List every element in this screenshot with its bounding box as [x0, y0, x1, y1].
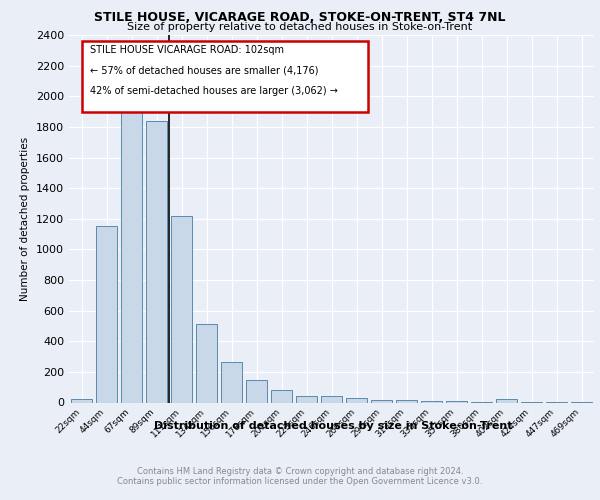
Text: STILE HOUSE, VICARAGE ROAD, STOKE-ON-TRENT, ST4 7NL: STILE HOUSE, VICARAGE ROAD, STOKE-ON-TRE… — [94, 11, 506, 24]
Bar — [346, 398, 367, 402]
Text: Contains public sector information licensed under the Open Government Licence v3: Contains public sector information licen… — [118, 476, 482, 486]
Bar — [371, 400, 392, 402]
Bar — [146, 121, 167, 402]
Bar — [321, 396, 342, 402]
Text: Distribution of detached houses by size in Stoke-on-Trent: Distribution of detached houses by size … — [154, 421, 512, 431]
Text: STILE HOUSE VICARAGE ROAD: 102sqm: STILE HOUSE VICARAGE ROAD: 102sqm — [90, 45, 284, 55]
Bar — [71, 398, 92, 402]
Bar — [296, 396, 317, 402]
Bar — [121, 104, 142, 403]
Bar — [421, 401, 442, 402]
FancyBboxPatch shape — [82, 40, 368, 112]
Text: Size of property relative to detached houses in Stoke-on-Trent: Size of property relative to detached ho… — [127, 22, 473, 32]
Bar — [396, 400, 417, 402]
Bar — [171, 216, 192, 402]
Text: ← 57% of detached houses are smaller (4,176): ← 57% of detached houses are smaller (4,… — [90, 66, 319, 76]
Bar — [271, 390, 292, 402]
Bar — [246, 380, 267, 402]
Bar — [196, 324, 217, 402]
Y-axis label: Number of detached properties: Number of detached properties — [20, 136, 31, 301]
Text: 42% of semi-detached houses are larger (3,062) →: 42% of semi-detached houses are larger (… — [90, 86, 338, 96]
Text: Contains HM Land Registry data © Crown copyright and database right 2024.: Contains HM Land Registry data © Crown c… — [137, 468, 463, 476]
Bar — [496, 400, 517, 402]
Bar — [221, 362, 242, 403]
Bar — [96, 226, 117, 402]
